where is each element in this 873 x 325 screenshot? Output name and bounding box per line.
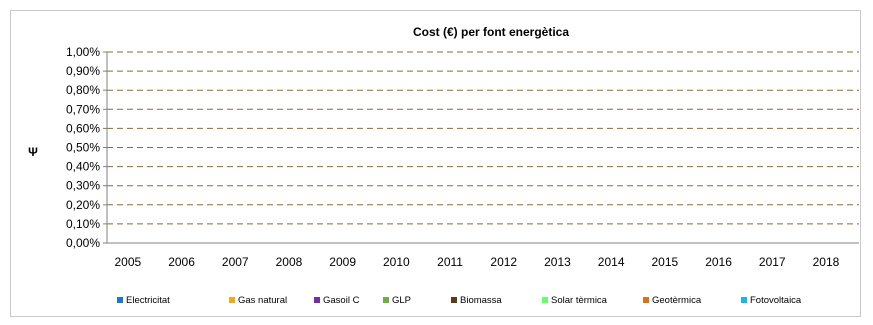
y-tick-label: 0,90% [66, 64, 100, 78]
x-tick-labels: 2005 2006 2007 2008 2009 2010 2011 2012 2013 2014… [114, 255, 839, 269]
legend: Electricitat Gas natural Gasoil C GLP Biomas… [117, 295, 802, 306]
legend-swatch [741, 297, 747, 303]
legend-swatch [229, 297, 235, 303]
y-axis-label: Ψ [28, 145, 38, 159]
legend-swatch [117, 297, 123, 303]
x-tick-label: 2014 [598, 255, 625, 269]
y-tick-label: 1,00% [66, 45, 100, 59]
x-tick-label: 2013 [544, 255, 571, 269]
y-tick-label: 0,30% [66, 179, 100, 193]
x-tick-label: 2016 [705, 255, 732, 269]
legend-label: Biomassa [460, 295, 502, 306]
legend-label: Gasoil C [323, 295, 360, 306]
chart-title: Cost (€) per font energètica [413, 25, 569, 39]
x-tick-label: 2008 [276, 255, 303, 269]
legend-label: Fotovoltaica [750, 295, 802, 306]
y-tick-label: 0,60% [66, 121, 100, 135]
chart-svg: Cost (€) per font energètica Ψ 0,00% 0,10… [28, 25, 859, 306]
y-tick-label: 0,70% [66, 102, 100, 116]
y-tick-label: 0,80% [66, 83, 100, 97]
legend-swatch [383, 297, 389, 303]
y-tick-label: 0,10% [66, 217, 100, 231]
x-tick-label: 2010 [383, 255, 410, 269]
x-tick-label: 2011 [437, 255, 463, 269]
x-tick-label: 2006 [168, 255, 195, 269]
legend-swatch [314, 297, 320, 303]
legend-label: Gas natural [238, 295, 287, 306]
y-tick-label: 0,40% [66, 160, 100, 174]
chart-frame: Cost (€) per font energètica Ψ 0,00% 0,10… [10, 10, 861, 317]
x-tick-label: 2018 [813, 255, 840, 269]
y-tick-labels: 0,00% 0,10% 0,20% 0,30% 0,40% 0,50% 0,60% 0,70%… [66, 45, 100, 250]
axes [103, 51, 859, 244]
legend-swatch [643, 297, 649, 303]
legend-label: Electricitat [126, 295, 170, 306]
legend-label: Solar tèrmica [551, 295, 608, 306]
x-tick-label: 2009 [329, 255, 356, 269]
y-tick-label: 0,00% [66, 236, 100, 250]
legend-label: Geotèrmica [652, 295, 702, 306]
x-tick-label: 2005 [114, 255, 141, 269]
y-tick-label: 0,20% [66, 198, 100, 212]
gridlines [107, 51, 859, 225]
legend-swatch [451, 297, 457, 303]
legend-swatch [542, 297, 548, 303]
x-tick-label: 2012 [490, 255, 517, 269]
x-tick-label: 2007 [222, 255, 249, 269]
x-tick-label: 2015 [651, 255, 678, 269]
x-tick-label: 2017 [759, 255, 786, 269]
y-tick-label: 0,50% [66, 141, 100, 155]
legend-label: GLP [392, 295, 411, 306]
